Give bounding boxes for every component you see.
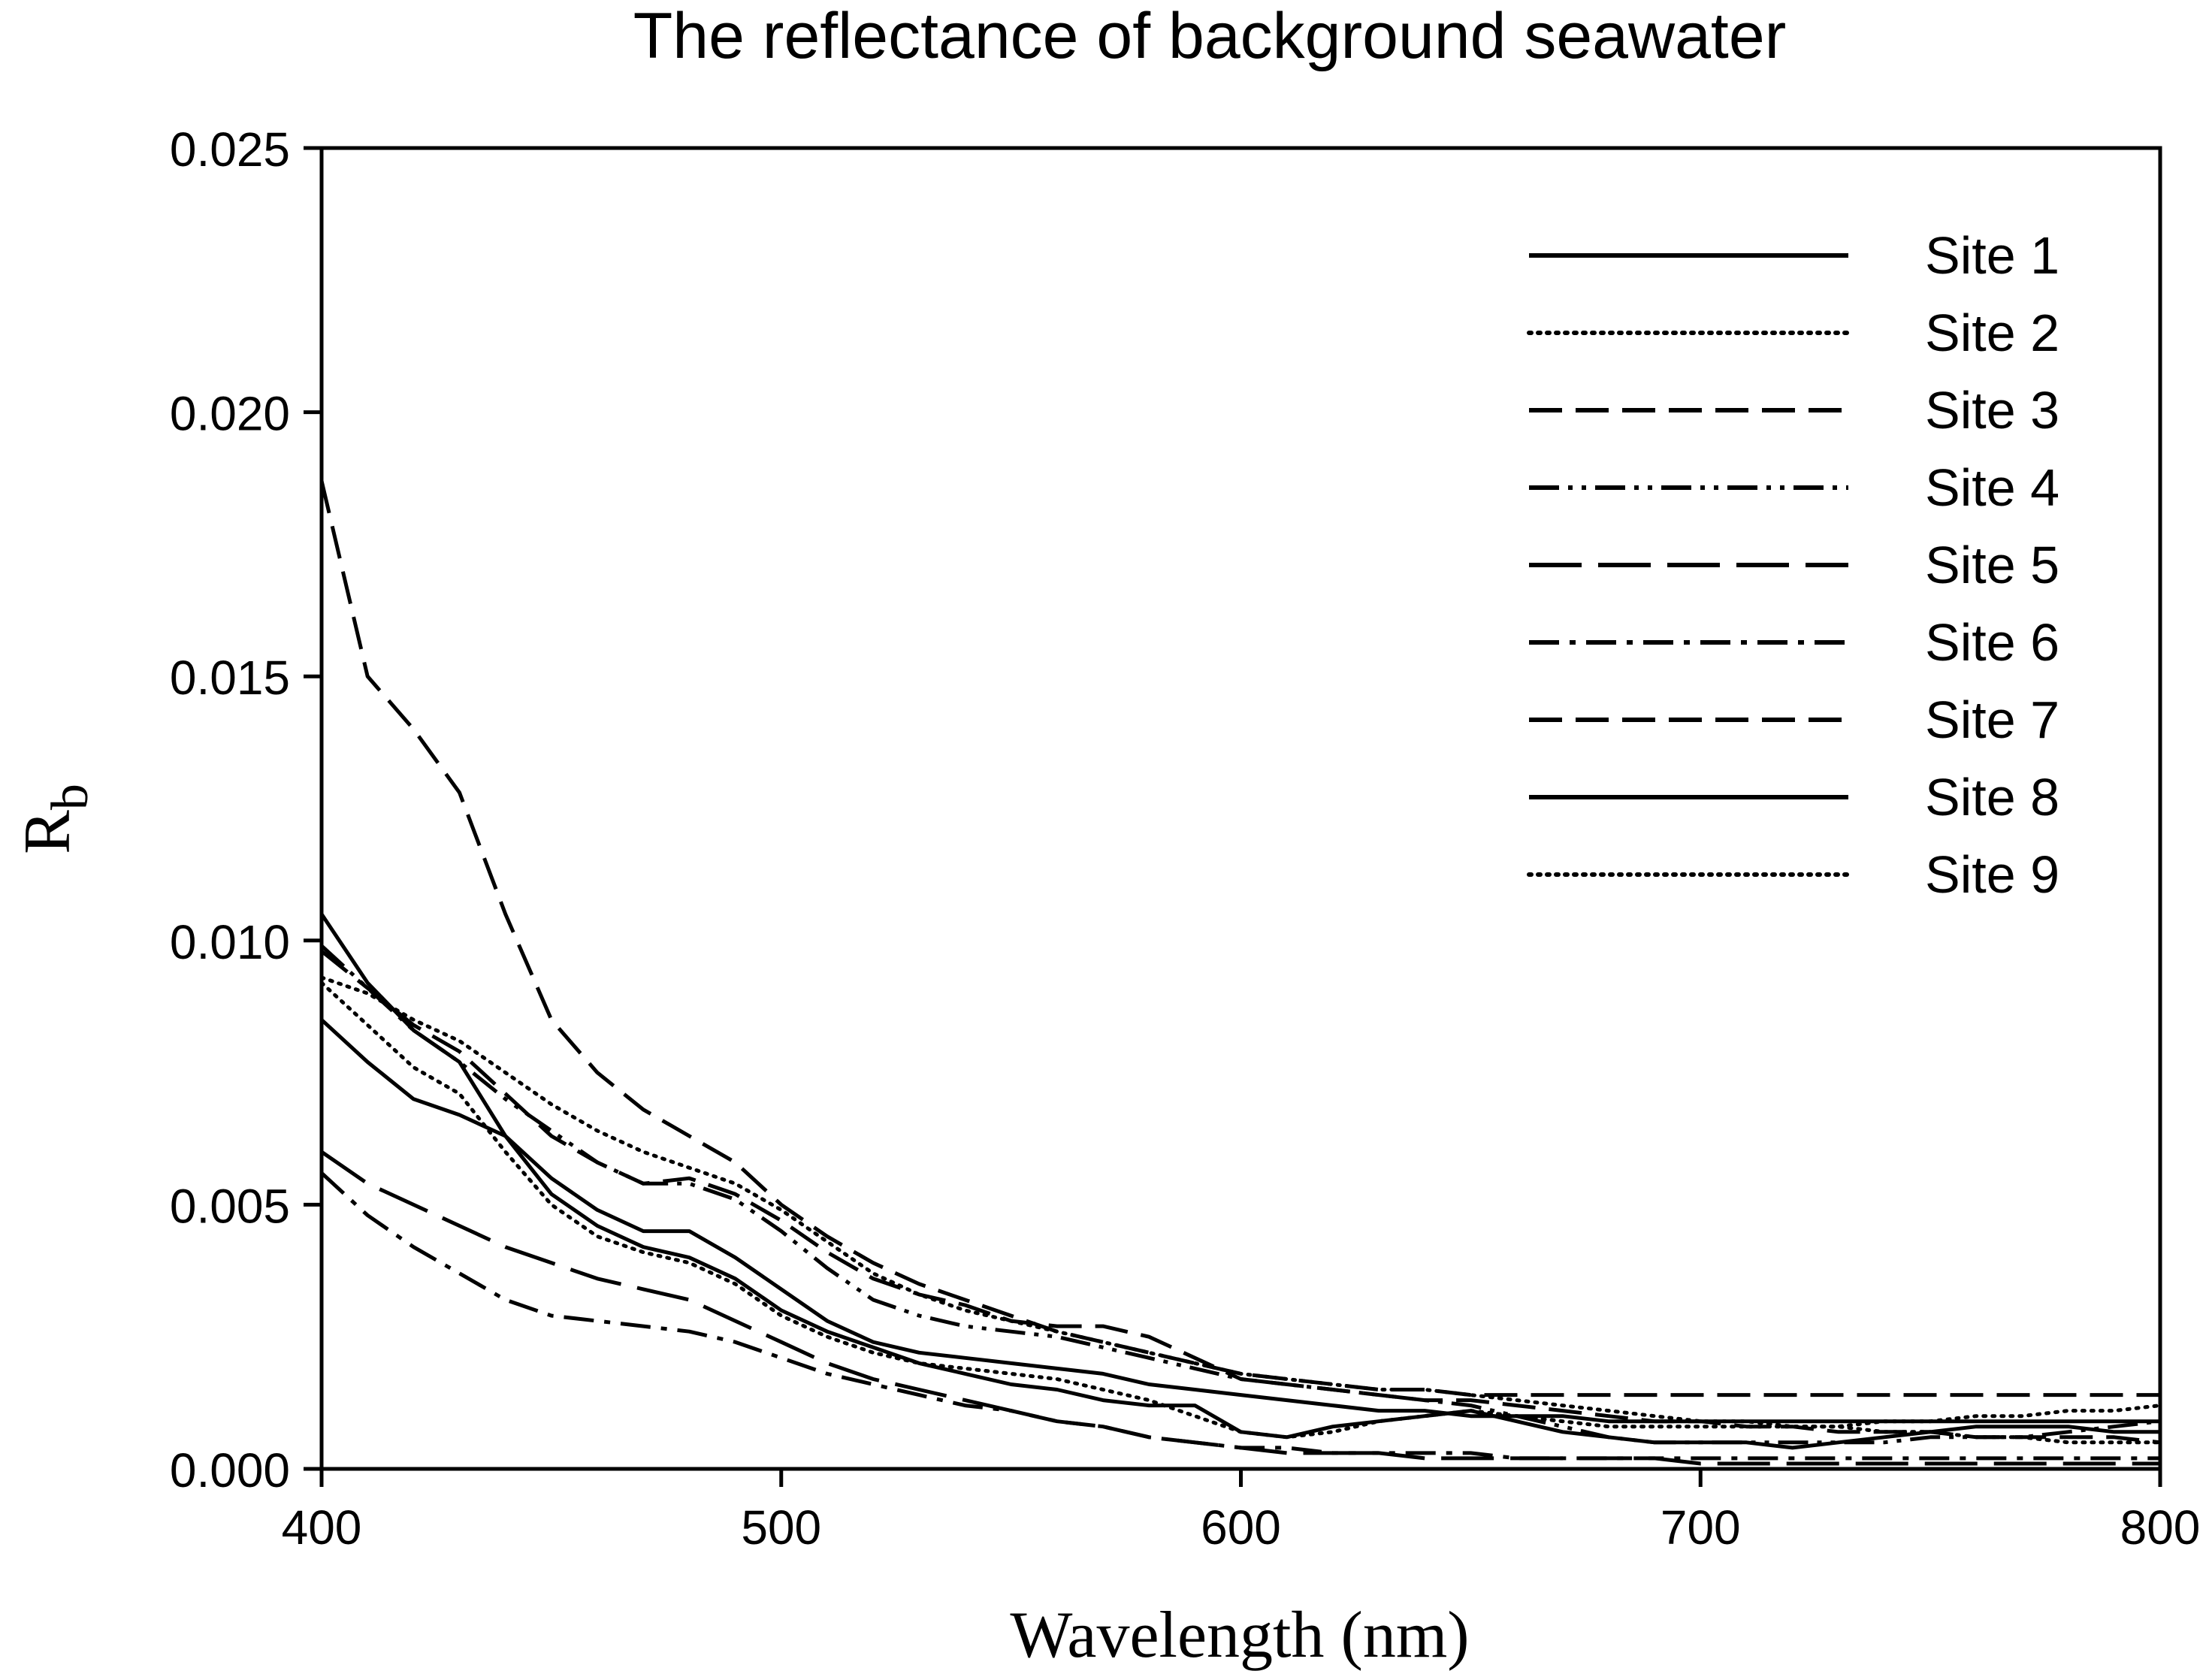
y-axis-label-sub: b: [41, 784, 99, 810]
x-axis-label: Wavelength (nm): [1010, 1599, 1469, 1672]
y-axis-ticks: 0.000 0.005 0.010 0.015 0.020 0.025: [170, 122, 322, 1497]
legend-label-site-1: Site 1: [1925, 226, 2059, 285]
legend-label-site-9: Site 9: [1925, 845, 2059, 904]
x-tick-label: 800: [2120, 1500, 2201, 1555]
chart-title: The reflectance of background seawater: [633, 0, 1787, 72]
series-line-site-3: [319, 480, 2160, 1397]
x-tick-label: 400: [282, 1500, 362, 1555]
x-tick-label: 500: [741, 1500, 821, 1555]
y-tick-label: 0.020: [170, 387, 290, 441]
series-line-site-1: [319, 913, 2160, 1424]
series-line-site-2: [319, 975, 2162, 1445]
y-axis-label-main: R: [11, 810, 84, 854]
legend-label-site-8: Site 8: [1925, 768, 2059, 826]
series-line-site-7: [320, 949, 2161, 1445]
legend-label-site-6: Site 6: [1925, 613, 2059, 672]
y-tick-label: 0.015: [170, 651, 290, 705]
legend-label-site-7: Site 7: [1925, 690, 2059, 749]
legend-label-site-5: Site 5: [1925, 536, 2059, 594]
legend-label-site-4: Site 4: [1925, 458, 2059, 517]
y-tick-label: 0.005: [170, 1179, 290, 1233]
legend: Site 1 Site 2 Site 3 Site 4 Site 5 Site 6 Site…: [1527, 226, 2059, 904]
y-tick-label: 0.025: [170, 122, 290, 177]
x-axis-ticks: 400 500 600 700 800: [282, 1469, 2201, 1555]
series-line-site-9: [319, 981, 2162, 1440]
legend-label-site-3: Site 3: [1925, 381, 2059, 440]
svg-text:Rb: Rb: [11, 784, 99, 854]
x-tick-label: 700: [1661, 1500, 1741, 1555]
y-tick-label: 0.000: [170, 1443, 290, 1497]
series-lines: [319, 480, 2162, 1466]
y-tick-label: 0.010: [170, 915, 290, 969]
series-line-site-6: [320, 1171, 2160, 1461]
x-tick-label: 600: [1201, 1500, 1281, 1555]
y-axis-label: Rb: [11, 784, 99, 854]
legend-label-site-2: Site 2: [1925, 304, 2059, 362]
